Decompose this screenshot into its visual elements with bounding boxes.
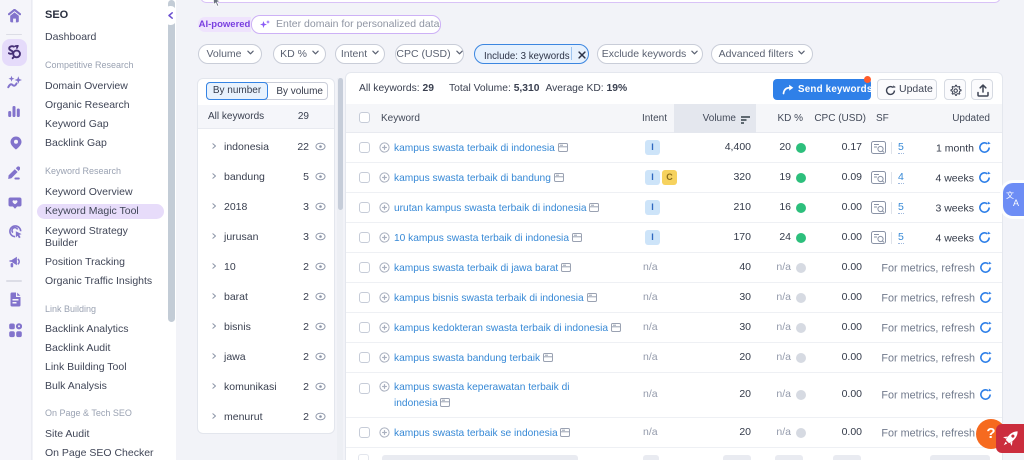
- svg-text:A: A: [1013, 198, 1019, 207]
- svg-text:文: 文: [1006, 191, 1014, 200]
